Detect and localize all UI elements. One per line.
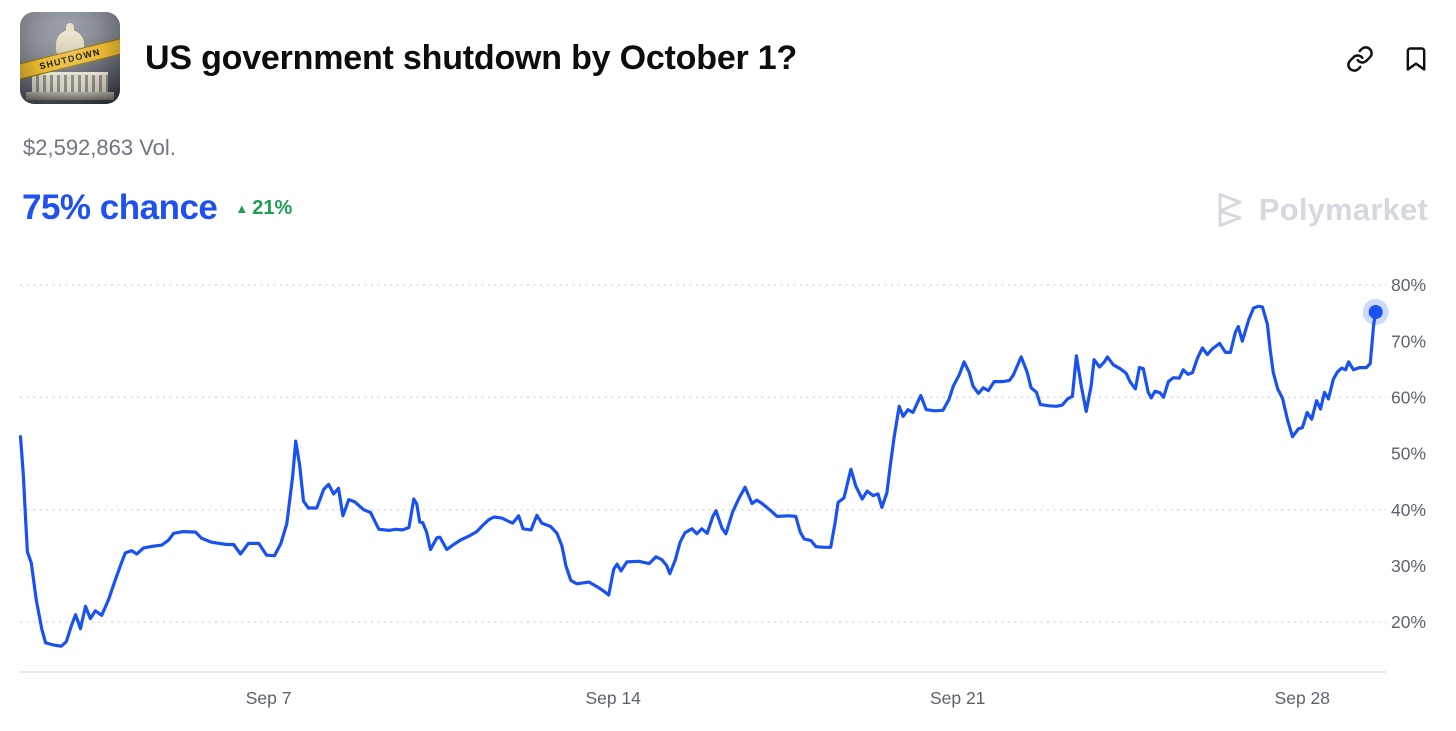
change-badge: ▲ 21% (235, 197, 292, 220)
volume-label: $2,592,863 Vol. (23, 135, 176, 160)
change-value: 21% (252, 196, 293, 219)
chance-value: 75% chance (22, 188, 218, 227)
chance-row: 75% chance ▲ 21% (22, 188, 292, 228)
copy-link-button[interactable] (1346, 45, 1374, 73)
x-tick-label-7: Sep 7 (246, 688, 292, 708)
y-tick-label-40: 40% (1391, 500, 1426, 520)
y-tick-label-20: 20% (1391, 612, 1426, 632)
bookmark-icon (1402, 45, 1430, 73)
arrow-up-icon: ▲ (235, 200, 249, 216)
bookmark-button[interactable] (1402, 45, 1430, 73)
probability-line (18, 304, 1378, 648)
current-point-dot (1368, 305, 1383, 319)
x-tick-label-28: Sep 28 (1275, 688, 1330, 708)
y-tick-label-30: 30% (1391, 556, 1426, 576)
x-tick-label-14: Sep 14 (585, 688, 641, 708)
link-icon (1346, 45, 1374, 73)
y-tick-label-50: 50% (1391, 444, 1426, 464)
y-tick-label-60: 60% (1391, 388, 1426, 408)
capitol-cupola-graphic (66, 23, 74, 32)
thumbnail-vignette (20, 12, 120, 104)
polymarket-brand-text: Polymarket (1258, 192, 1428, 227)
header-actions (1346, 45, 1430, 73)
market-title: US government shutdown by October 1? (145, 39, 798, 77)
polymarket-watermark: Polymarket (1209, 190, 1428, 230)
y-tick-label-70: 70% (1391, 331, 1426, 351)
market-thumbnail-capitol-image: SHUTDOWN (20, 12, 120, 104)
polymarket-logo-icon (1209, 190, 1249, 230)
capitol-columns-graphic (32, 72, 108, 92)
y-tick-label-80: 80% (1391, 275, 1426, 295)
capitol-steps-graphic (26, 92, 114, 100)
x-tick-label-21: Sep 21 (930, 688, 985, 708)
